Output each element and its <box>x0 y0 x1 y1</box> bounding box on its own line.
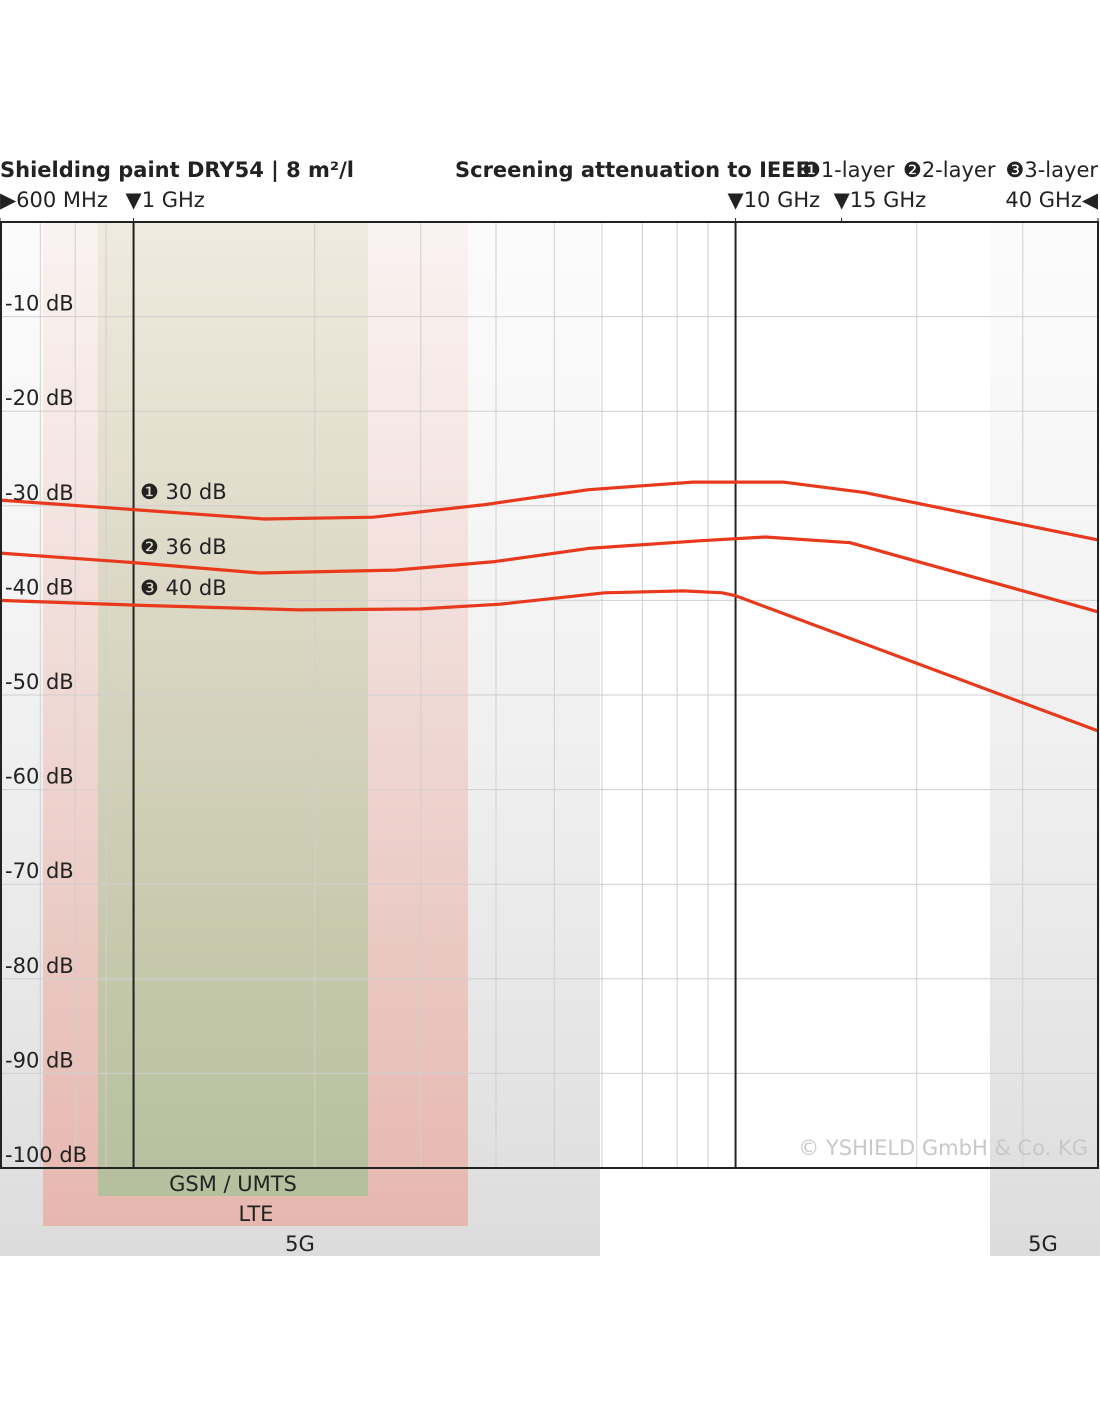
band-label: 5G <box>1028 1232 1058 1256</box>
y-tick-label: -80 dB <box>5 954 74 978</box>
x-tick-label: ▼10 GHz <box>728 188 821 212</box>
legend-entry: ❶1-layer <box>802 158 895 182</box>
x-tick-label: 40 GHz◀ <box>1005 188 1098 212</box>
annotation: ❷ 36 dB <box>140 535 227 559</box>
band-gsm <box>98 222 368 1196</box>
y-tick-label: -60 dB <box>5 765 74 789</box>
band-label: 5G <box>285 1232 315 1256</box>
x-tick-label: ▼1 GHz <box>126 188 205 212</box>
chart-subtitle: Screening attenuation to IEEE <box>455 158 810 182</box>
x-tick-label: ▼15 GHz <box>834 188 927 212</box>
series-line <box>0 480 1099 542</box>
y-tick-label: -70 dB <box>5 859 74 883</box>
plot-frame <box>0 221 1099 1169</box>
y-tick-label: -100 dB <box>5 1143 87 1167</box>
x-tick-label: ▶600 MHz <box>0 188 108 212</box>
band-5g <box>990 222 1100 1256</box>
series-line <box>0 589 1099 733</box>
band-label: LTE <box>239 1202 274 1226</box>
chart-title: Shielding paint DRY54 | 8 m²/l <box>0 158 354 183</box>
y-tick-label: -90 dB <box>5 1048 74 1072</box>
band-label: GSM / UMTS <box>169 1172 297 1196</box>
legend-entry: ❸3-layer <box>1006 158 1099 182</box>
y-tick-label: -40 dB <box>5 575 74 599</box>
annotation: ❸ 40 dB <box>140 576 227 600</box>
y-tick-label: -50 dB <box>5 670 74 694</box>
grid <box>0 222 1098 1169</box>
copyright: © YSHIELD GmbH & Co. KG <box>798 1136 1088 1160</box>
lines <box>0 480 1099 733</box>
legend-entry: ❷2-layer <box>903 158 996 182</box>
annotation: ❶ 30 dB <box>140 480 227 504</box>
y-tick-label: -20 dB <box>5 386 74 410</box>
series-line <box>0 535 1099 614</box>
y-tick-label: -30 dB <box>5 481 74 505</box>
y-tick-label: -10 dB <box>5 292 74 316</box>
